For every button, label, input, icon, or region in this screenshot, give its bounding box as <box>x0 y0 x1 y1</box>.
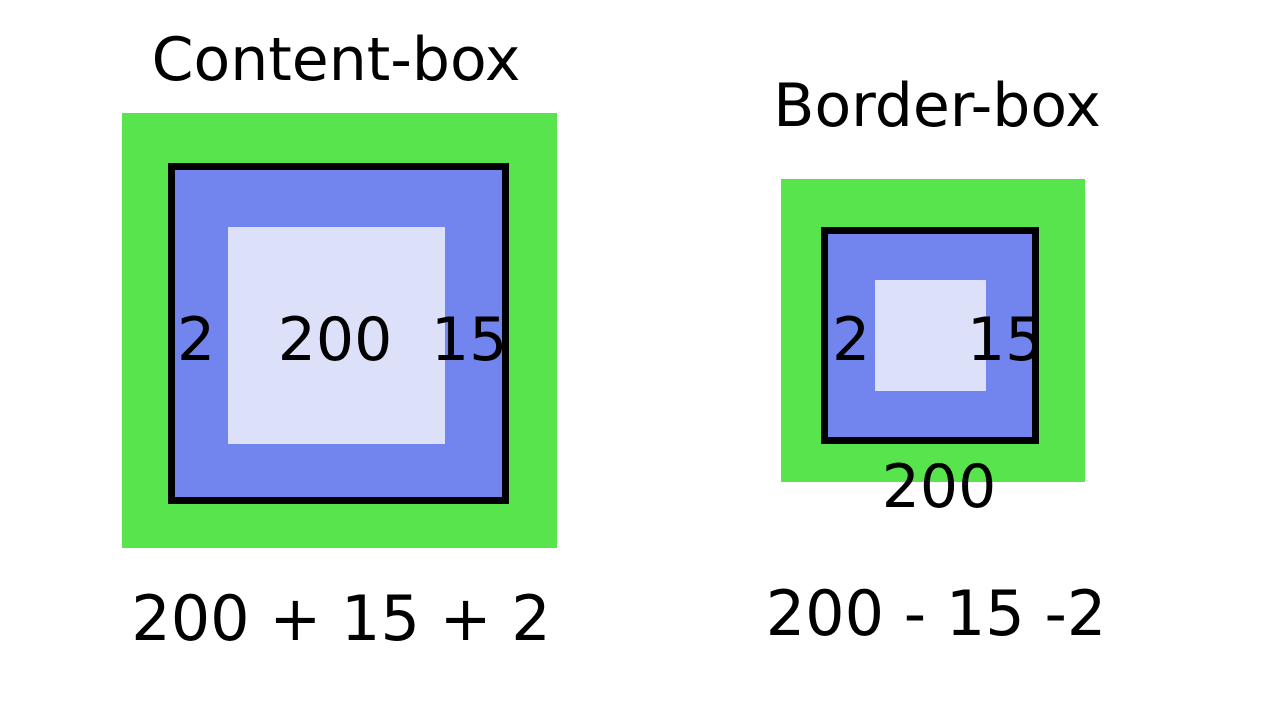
content-box-border-label: 2 <box>177 305 216 375</box>
content-box-content-label: 200 <box>277 305 393 375</box>
border-box-border-label: 2 <box>832 305 871 375</box>
content-box-padding-label: 15 <box>431 305 508 375</box>
border-box-padding-label: 15 <box>967 305 1044 375</box>
border-box-content-area <box>875 280 986 391</box>
border-box-title: Border-box <box>773 71 1101 141</box>
content-box-formula: 200 + 15 + 2 <box>131 582 551 655</box>
content-box-padding-area <box>168 163 509 504</box>
content-box-content-area <box>228 227 445 444</box>
content-box-title: Content-box <box>151 25 521 95</box>
border-box-width-label: 200 <box>881 452 997 522</box>
border-box-formula: 200 - 15 -2 <box>765 577 1107 650</box>
